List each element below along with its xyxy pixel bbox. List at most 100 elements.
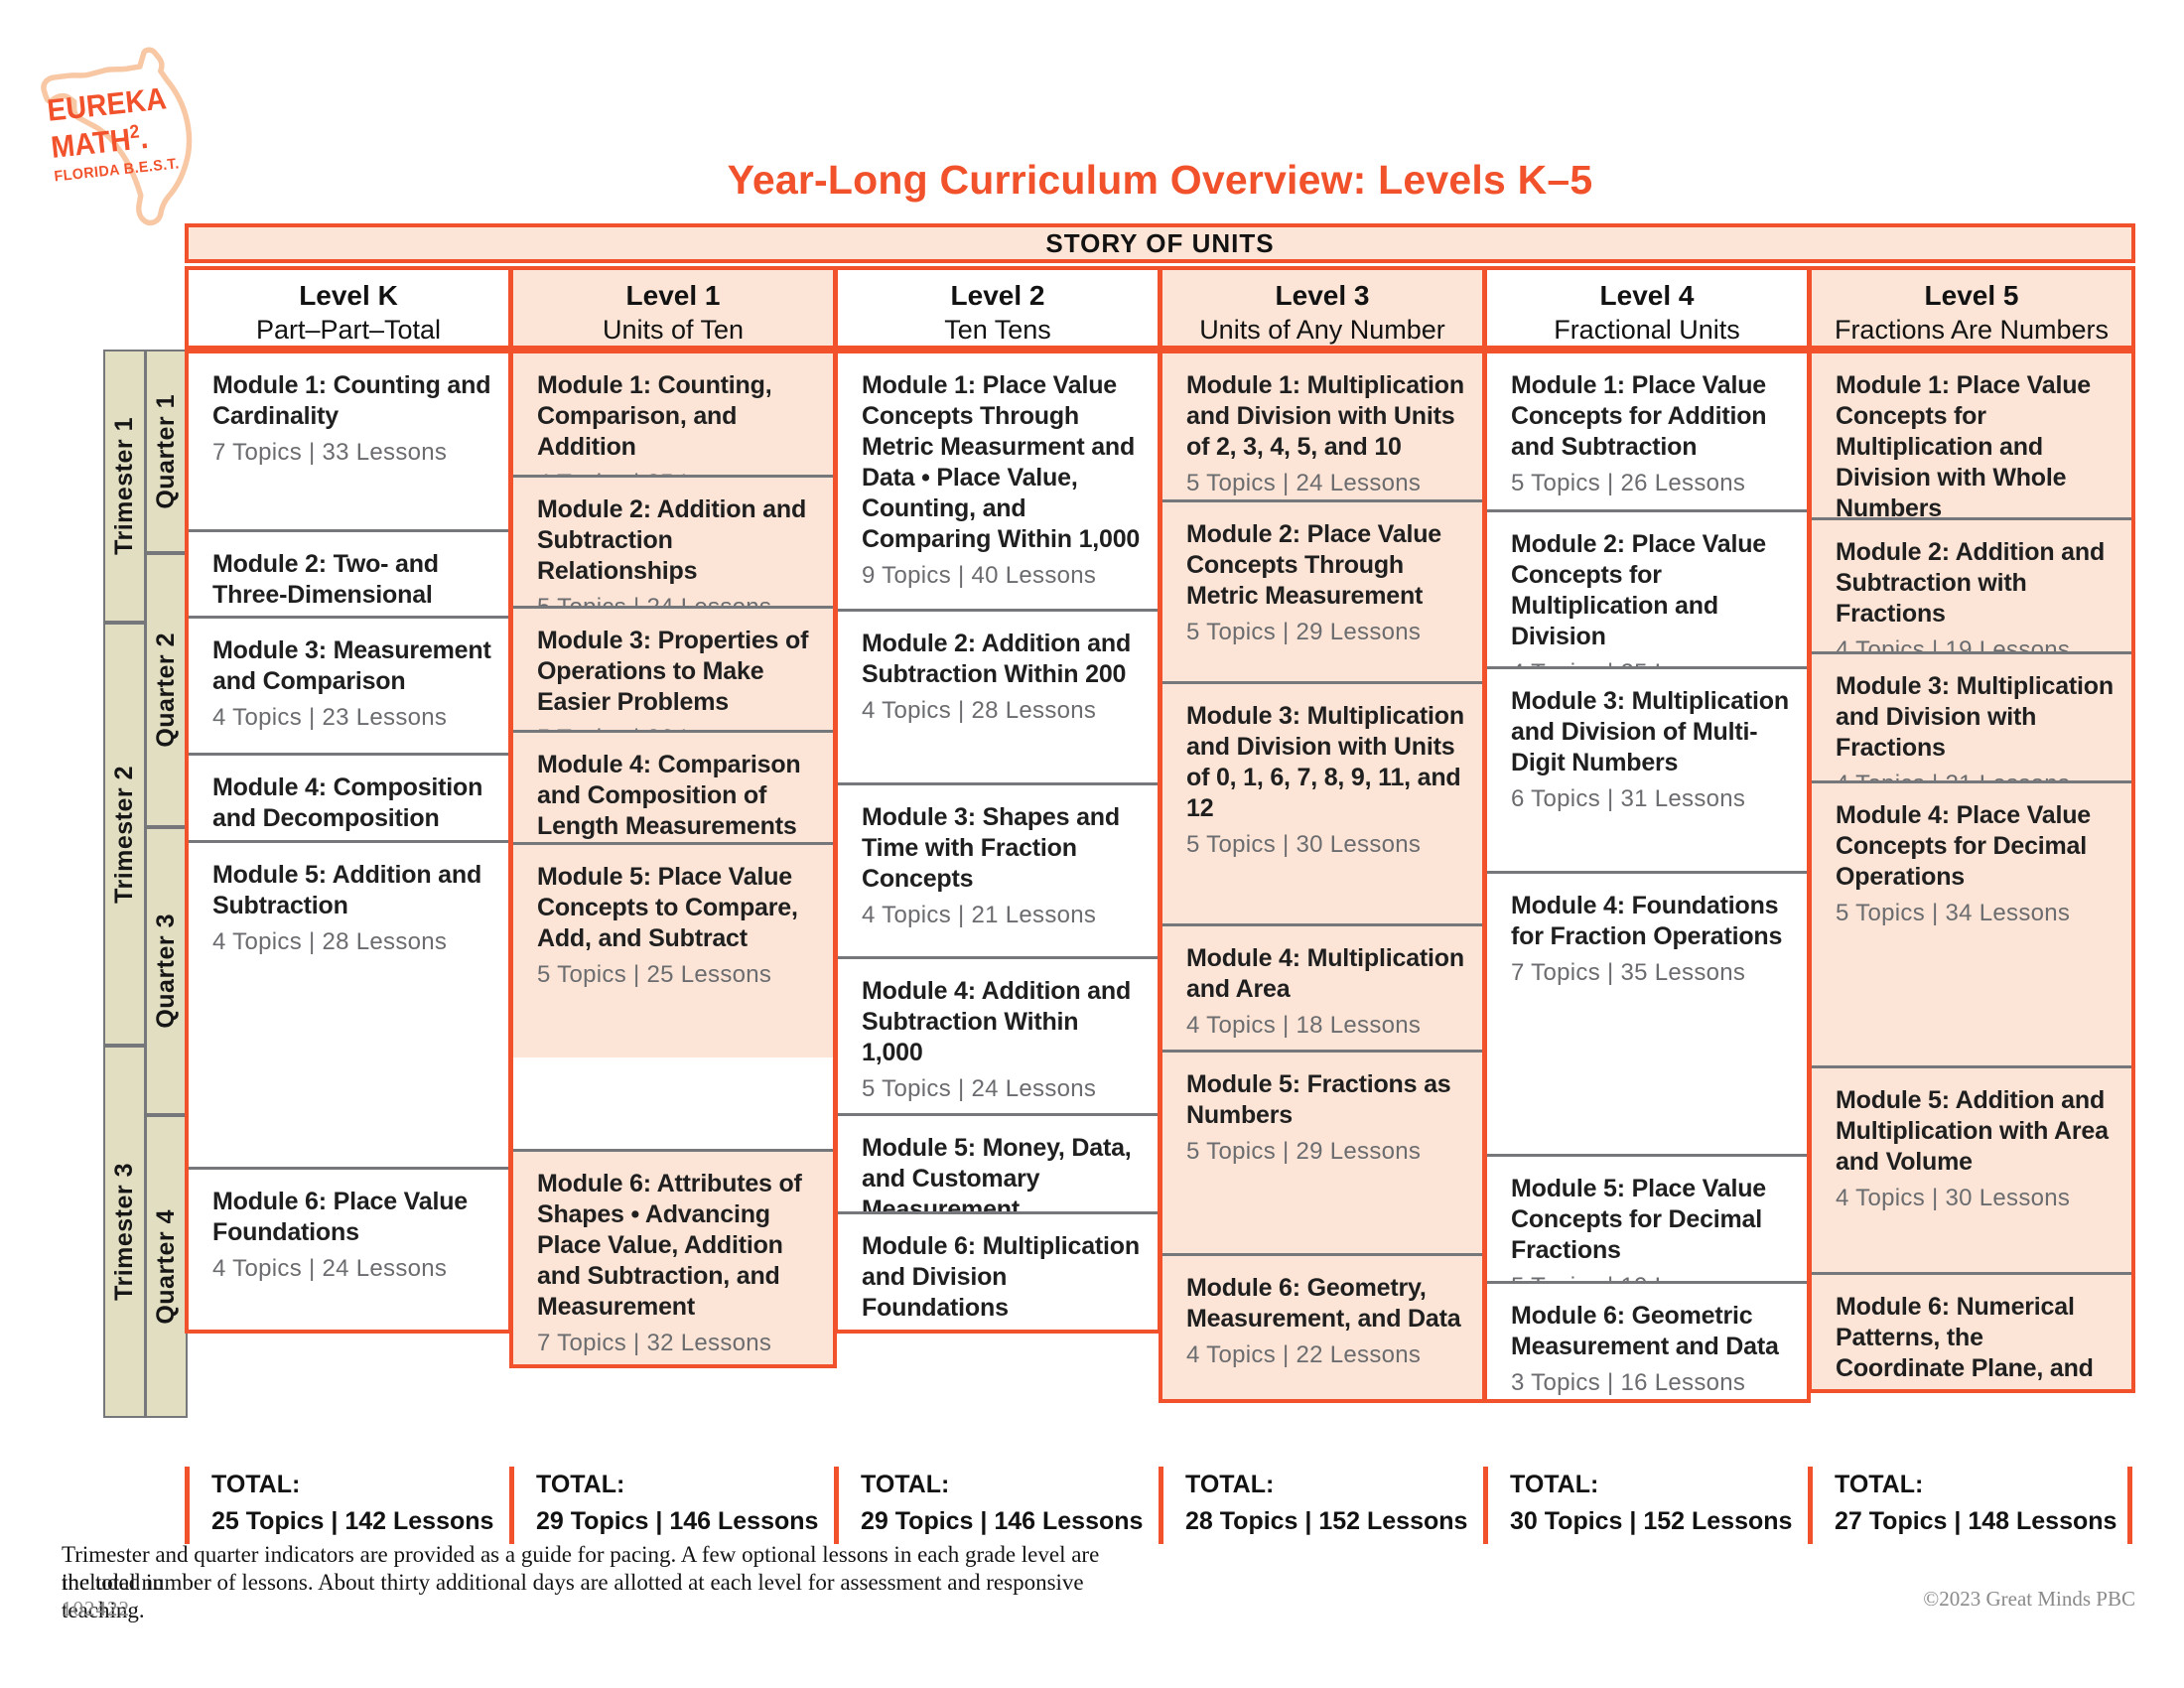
module-cell: Module 6: Place Value Foundations 4 Topi… bbox=[189, 1167, 508, 1330]
module-stats: 5 Topics | 29 Lessons bbox=[1186, 1138, 1422, 1165]
module-title: Module 5: Place Value Concepts to Compar… bbox=[537, 863, 798, 952]
total-cell-level-2: TOTAL: 29 Topics | 146 Lessons bbox=[834, 1467, 1159, 1544]
module-title: Module 6: Numerical Patterns, the Coordi… bbox=[1836, 1293, 2094, 1389]
module-cell: Module 1: Place Value Concepts Through M… bbox=[838, 353, 1158, 609]
module-stats: 5 Topics | 29 Lessons bbox=[1186, 619, 1422, 645]
total-label: TOTAL: bbox=[536, 1471, 625, 1498]
module-title: Module 2: Place Value Concepts for Multi… bbox=[1511, 530, 1767, 650]
level-k-header: Level K Part–Part–Total bbox=[185, 266, 512, 350]
module-stats: 4 Topics | 28 Lessons bbox=[212, 928, 448, 955]
quarter-3-cell: Quarter 3 bbox=[145, 827, 188, 1115]
module-stats: 5 Topics | 34 Lessons bbox=[1836, 900, 2071, 926]
module-stats: 4 Topics | 21 Lessons bbox=[862, 902, 1097, 928]
module-title: Module 3: Multiplication and Division of… bbox=[1511, 687, 1789, 776]
module-cell: Module 4: Multiplication and Area 4 Topi… bbox=[1162, 923, 1482, 1050]
module-cell: Module 2: Addition and Subtraction Relat… bbox=[513, 475, 833, 606]
module-title: Module 1: Counting, Comparison, and Addi… bbox=[537, 371, 772, 461]
trimester-label: Trimester 3 bbox=[110, 1163, 138, 1301]
module-stats: 7 Topics | 33 Lessons bbox=[212, 439, 448, 466]
module-cell: Module 2: Addition and Subtraction with … bbox=[1812, 517, 2131, 651]
module-stats: 5 Topics | 26 Lessons bbox=[1511, 470, 1746, 496]
module-title: Module 6: Attributes of Shapes • Advanci… bbox=[537, 1170, 802, 1321]
module-title: Module 1: Place Value Concepts for Multi… bbox=[1836, 371, 2092, 517]
module-stats: 5 Topics | 26 Lessons bbox=[537, 724, 817, 730]
module-cell: Module 4: Addition and Subtraction Withi… bbox=[838, 956, 1158, 1113]
module-cell: Module 2: Addition and Subtraction Withi… bbox=[838, 609, 1158, 782]
module-title: Module 2: Addition and Subtraction with … bbox=[1836, 538, 2106, 628]
module-title: Module 1: Place Value Concepts for Addit… bbox=[1511, 371, 1767, 461]
level-name: Level 4 bbox=[1599, 280, 1695, 311]
module-stats: 5 Topics | 25 Lessons bbox=[537, 961, 772, 988]
module-cell: Module 4: Composition and Decomposition … bbox=[189, 753, 508, 840]
total-label: TOTAL: bbox=[211, 1471, 301, 1498]
level-3-column: Module 1: Multiplication and Division wi… bbox=[1159, 350, 1486, 1403]
module-title: Module 6: Multiplication and Division Fo… bbox=[862, 1232, 1140, 1322]
module-title: Module 3: Multiplication and Division wi… bbox=[1186, 702, 1464, 822]
footnote-line-2: the total number of lessons. About thirt… bbox=[62, 1570, 1084, 1622]
level-4-header: Level 4 Fractional Units bbox=[1483, 266, 1811, 350]
module-stats: 5 Topics | 30 Lessons bbox=[1186, 831, 1422, 858]
module-title: Module 1: Counting and Cardinality bbox=[212, 371, 491, 430]
module-title: Module 4: Composition and Decomposition bbox=[212, 774, 483, 832]
trimester-1-cell: Trimester 1 bbox=[103, 350, 146, 623]
level-subtitle: Ten Tens bbox=[944, 315, 1051, 345]
module-title: Module 4: Comparison and Composition of … bbox=[537, 751, 801, 840]
module-title: Module 3: Multiplication and Division wi… bbox=[1836, 672, 2114, 762]
page-title: Year-Long Curriculum Overview: Levels K–… bbox=[727, 157, 1593, 203]
module-stats: 4 Topics | 25 Lessons bbox=[537, 469, 817, 475]
total-cell-level-3: TOTAL: 28 Topics | 152 Lessons bbox=[1159, 1467, 1483, 1544]
module-cell: Module 5: Money, Data, and Customary Mea… bbox=[838, 1113, 1158, 1211]
trimester-label: Trimester 2 bbox=[110, 765, 138, 904]
story-of-units-header: STORY OF UNITS bbox=[185, 223, 2135, 263]
module-cell: Module 3: Multiplication and Division wi… bbox=[1812, 651, 2131, 780]
module-cell: Module 5: Addition and Multiplication wi… bbox=[1812, 1065, 2131, 1272]
copyright: ©2023 Great Minds PBC bbox=[1923, 1587, 2135, 1611]
module-stats: 5 Topics | 19 Lessons bbox=[1511, 1272, 1791, 1281]
quarter-4-cell: Quarter 4 bbox=[145, 1115, 188, 1418]
eureka-math-logo: EUREKA MATH2. FLORIDA B.E.S.T. bbox=[30, 38, 268, 236]
total-cell-level-k: TOTAL: 25 Topics | 142 Lessons bbox=[185, 1467, 509, 1544]
module-cell: Module 3: Properties of Operations to Ma… bbox=[513, 606, 833, 730]
module-stats: 7 Topics | 32 Lessons bbox=[537, 1330, 772, 1356]
quarter-label: Quarter 1 bbox=[152, 393, 180, 509]
module-cell: Module 3: Shapes and Time with Fraction … bbox=[838, 782, 1158, 956]
quarter-2-cell: Quarter 2 bbox=[145, 553, 188, 827]
total-label: TOTAL: bbox=[1185, 1471, 1275, 1498]
module-cell: Module 4: Foundations for Fraction Opera… bbox=[1487, 871, 1807, 1154]
module-stats: 5 Topics | 24 Lessons bbox=[537, 593, 817, 606]
module-cell: Module 6: Numerical Patterns, the Coordi… bbox=[1812, 1272, 2131, 1389]
module-stats: 6 Topics | 31 Lessons bbox=[1511, 785, 1746, 812]
trimester-3-cell: Trimester 3 bbox=[103, 1046, 146, 1418]
module-title: Module 6: Geometry, Measurement, and Dat… bbox=[1186, 1274, 1461, 1333]
module-stats: 4 Topics | 28 Lessons bbox=[862, 697, 1097, 724]
total-label: TOTAL: bbox=[1835, 1471, 1924, 1498]
module-cell: Module 5: Fractions as Numbers 5 Topics … bbox=[1162, 1050, 1482, 1253]
module-title: Module 6: Place Value Foundations bbox=[212, 1188, 469, 1246]
module-cell: Module 3: Multiplication and Division of… bbox=[1487, 666, 1807, 871]
module-cell: Module 1: Place Value Concepts for Addit… bbox=[1487, 353, 1807, 509]
doc-code: 102422 bbox=[62, 1597, 130, 1620]
level-name: Level 2 bbox=[950, 280, 1045, 311]
total-value: 29 Topics | 146 Lessons bbox=[861, 1507, 1144, 1535]
module-title: Module 2: Place Value Concepts Through M… bbox=[1186, 520, 1442, 610]
module-stats: 5 Topics | 24 Lessons bbox=[1186, 470, 1422, 496]
module-cell: Module 5: Place Value Concepts to Compar… bbox=[513, 842, 833, 1057]
module-cell: Module 6: Geometry, Measurement, and Dat… bbox=[1162, 1253, 1482, 1399]
module-title: Module 5: Place Value Concepts for Decim… bbox=[1511, 1175, 1767, 1264]
module-cell: Module 6: Multiplication and Division Fo… bbox=[838, 1211, 1158, 1330]
module-cell: Module 2: Place Value Concepts Through M… bbox=[1162, 499, 1482, 681]
level-name: Level 3 bbox=[1275, 280, 1370, 311]
module-stats: 9 Topics | 40 Lessons bbox=[862, 562, 1097, 589]
level-name: Level K bbox=[299, 280, 398, 311]
module-stats: 4 Topics | 21 Lessons bbox=[1836, 770, 2116, 780]
module-title: Module 5: Money, Data, and Customary Mea… bbox=[862, 1134, 1132, 1211]
module-stats: 4 Topics | 25 Lessons bbox=[1511, 658, 1791, 666]
quarter-label: Quarter 2 bbox=[152, 633, 180, 748]
module-title: Module 3: Shapes and Time with Fraction … bbox=[862, 803, 1120, 893]
module-cell: Module 5: Addition and Subtraction 4 Top… bbox=[189, 840, 508, 1028]
module-title: Module 4: Foundations for Fraction Opera… bbox=[1511, 892, 1783, 950]
trimester-label: Trimester 1 bbox=[110, 417, 138, 555]
module-cell: Module 1: Counting, Comparison, and Addi… bbox=[513, 353, 833, 475]
module-cell: Module 2: Place Value Concepts for Multi… bbox=[1487, 509, 1807, 666]
